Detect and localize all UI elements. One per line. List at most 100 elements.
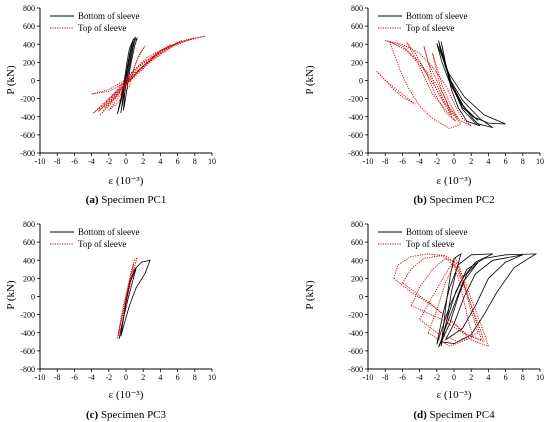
panel-d-series-bottom-loop-1 (440, 252, 462, 347)
panel-b-xtick-label-2: -6 (399, 157, 406, 166)
panel-c-xtick-label-4: -2 (105, 373, 112, 382)
panel-c-ytick-label-7: 600 (23, 238, 35, 247)
panel-a-ytick-label-2: -400 (20, 113, 35, 122)
panel-a-caption-title: Specimen PC1 (98, 194, 166, 206)
panel-c-ytick-label-3: -200 (20, 311, 35, 320)
panel-d-ytick-label-0: -800 (348, 365, 363, 374)
panel-c-xtick-label-7: 4 (158, 373, 162, 382)
panel-a-xtick-label-5: 0 (124, 157, 128, 166)
panel-b-series-top-loop-4 (376, 71, 416, 105)
panel-a-xtick-label-2: -6 (71, 157, 78, 166)
panel-d-series-bottom-loop-2 (436, 253, 493, 345)
panel-b-ytick-label-1: -600 (348, 131, 363, 140)
panel-b-ytick-label-0: -800 (348, 149, 363, 158)
panel-c-ytick-label-1: -600 (20, 347, 35, 356)
panel-c-caption-letter: (c) (86, 409, 99, 421)
panel-c-ytick-label-2: -400 (20, 329, 35, 338)
panel-d-xtick-label-6: 2 (469, 373, 473, 382)
panel-c-xtick-label-9: 8 (193, 373, 197, 382)
panel-c-xtick-label-10: 10 (208, 373, 216, 382)
panel-b-series-bottom-loop-2 (438, 40, 493, 128)
panel-a: P (kN) ε (10⁻³) (a) Specimen PC1 -10 -8 -6… (5, 4, 216, 206)
panel-b-xtick-label-10: 10 (536, 157, 544, 166)
panel-b-ytick-label-2: -400 (348, 113, 363, 122)
panel-d-ylabel: P (kN) (304, 280, 316, 310)
panel-b-series-bottom-loop-4 (439, 45, 479, 121)
panel-c-xtick-label-6: 2 (141, 373, 145, 382)
panel-a-xtick-label-6: 2 (141, 157, 145, 166)
panel-b-ytick-label-8: 800 (351, 4, 363, 13)
panel-d-ytick-label-1: -600 (348, 347, 363, 356)
panel-a-series-top-loop-6 (108, 45, 146, 111)
panel-d-xtick-label-9: 8 (521, 373, 525, 382)
panel-a-series-top-loop-5 (91, 42, 178, 95)
panel-a-ytick-label-3: -200 (20, 95, 35, 104)
panel-b-ytick-label-5: 200 (351, 58, 363, 67)
panel-c-xtick-label-8: 6 (176, 373, 180, 382)
panel-c-ytick-label-4: 0 (31, 293, 35, 302)
panel-a-series-top-loop-3 (104, 40, 183, 109)
panel-d-xtick-label-4: -2 (433, 373, 440, 382)
panel-a-ytick-label-6: 400 (23, 40, 35, 49)
panel-a-ytick-label-4: 0 (31, 77, 35, 86)
panel-c-xtick-label-1: -8 (54, 373, 61, 382)
panel-a-xtick-label-7: 4 (158, 157, 162, 166)
panel-d-series-top-loop-2 (402, 255, 485, 343)
panel-b-xtick-label-1: -8 (382, 157, 389, 166)
panel-d-xtick-label-3: -4 (416, 373, 423, 382)
panel-b-xtick-label-4: -2 (433, 157, 440, 166)
panel-a-xtick-label-9: 8 (193, 157, 197, 166)
panel-b-caption: (b) Specimen PC2 (413, 194, 494, 206)
panel-d-ytick-label-4: 0 (359, 293, 363, 302)
panel-d-xtick-label-10: 10 (536, 373, 544, 382)
panel-d-series-bottom-loop-3 (440, 253, 538, 345)
panel-a-xtick-label-1: -8 (54, 157, 61, 166)
panel-d-xtick-label-1: -8 (382, 373, 389, 382)
panel-d-legend-label-1: Bottom of sleeve (406, 227, 468, 237)
panel-b-xtick-label-8: 6 (504, 157, 508, 166)
panel-c-ytick-label-0: -800 (20, 365, 35, 374)
panel-d-xtick-label-7: 4 (486, 373, 490, 382)
panel-b-xtick-label-9: 8 (521, 157, 525, 166)
panel-b-xtick-label-3: -4 (416, 157, 423, 166)
panel-b-xtick-label-0: -10 (363, 157, 374, 166)
panel-c-series-top-loop-1 (116, 257, 138, 339)
panel-a-ytick-label-5: 200 (23, 58, 35, 67)
panel-b-series-bottom-loop-3 (436, 43, 506, 125)
panel-b-series-bottom-loop-1 (440, 41, 481, 127)
panel-d-series-bottom-loop-5 (438, 261, 479, 348)
panel-a-series-top-loop-2 (98, 37, 195, 112)
panel-b-series-top-loop-6 (432, 53, 459, 119)
panel-a-ylabel: P (kN) (5, 65, 17, 95)
panel-c-xtick-label-0: -10 (35, 373, 46, 382)
panel-d-caption-title: Specimen PC4 (427, 409, 495, 421)
panel-a-ytick-label-0: -800 (20, 149, 35, 158)
panel-c-series-bottom-loop-2 (118, 267, 137, 340)
panel-c-legend-label-2: Top of sleeve (78, 239, 126, 249)
panel-b-ytick-label-3: -200 (348, 95, 363, 104)
panel-b-xtick-label-6: 2 (469, 157, 473, 166)
panel-d-caption: (d) Specimen PC4 (413, 409, 495, 421)
panel-a-legend-label-1: Bottom of sleeve (78, 11, 140, 21)
panel-b-caption-letter: (b) (413, 194, 427, 206)
panel-b: P (kN) ε (10⁻³) (b) Specimen PC2 -10 -8 -6… (304, 4, 544, 206)
panel-b-caption-title: Specimen PC2 (427, 194, 495, 206)
panel-c-caption: (c) Specimen PC3 (86, 409, 167, 421)
panel-b-legend-label-2: Top of sleeve (406, 23, 454, 33)
panel-a-series-top-loop-4 (99, 43, 171, 116)
panel-d-ytick-label-8: 800 (351, 220, 363, 229)
panel-c-ylabel: P (kN) (5, 280, 17, 310)
panel-a-series-bottom-loop-2 (120, 36, 136, 114)
panel-a-series-bottom-loop-1 (123, 37, 138, 111)
panel-a-caption: (a) Specimen PC1 (86, 194, 167, 206)
panel-a-xtick-label-3: -4 (88, 157, 95, 166)
panel-d-caption-letter: (d) (413, 409, 427, 421)
panel-d-xtick-label-0: -10 (363, 373, 374, 382)
panel-c-xtick-label-2: -6 (71, 373, 78, 382)
panel-c-ytick-label-6: 400 (23, 256, 35, 265)
panel-a-legend-label-2: Top of sleeve (78, 23, 126, 33)
panel-d-xlabel: ε (10⁻³) (437, 389, 472, 401)
panel-c-ytick-label-8: 800 (23, 220, 35, 229)
panel-d-series-bottom-loop-4 (445, 254, 523, 341)
